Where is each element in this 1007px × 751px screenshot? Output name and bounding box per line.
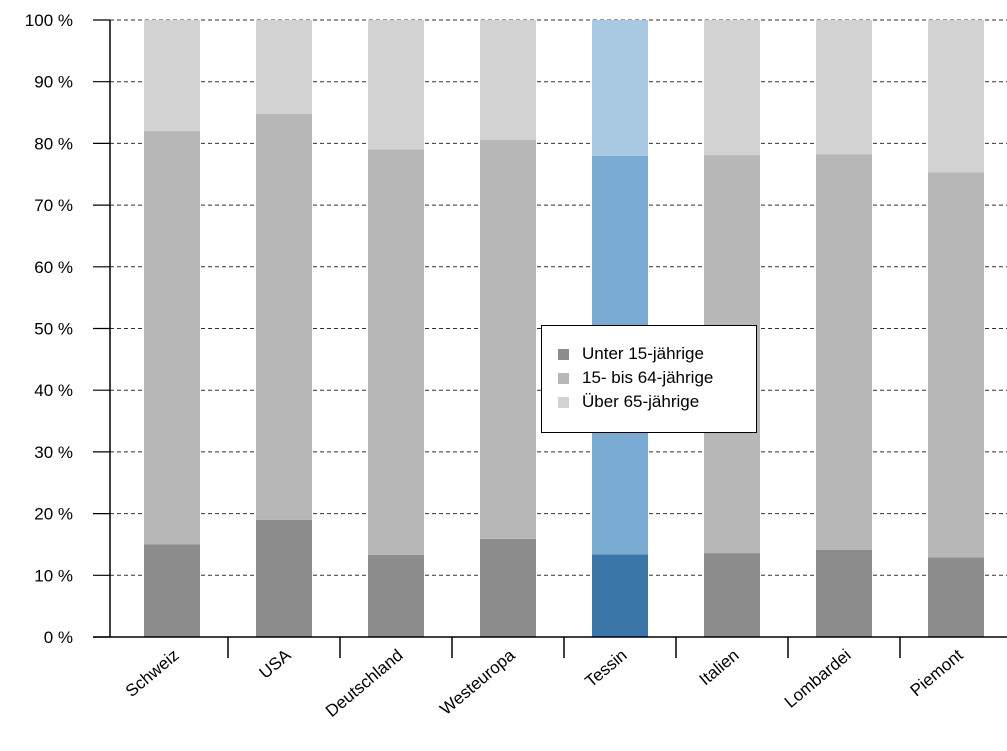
legend-swatch-15-64 bbox=[558, 372, 569, 384]
bar-segment bbox=[256, 113, 312, 520]
x-tick-label: USA bbox=[256, 645, 295, 682]
legend: Unter 15-jährige 15- bis 64-jährige Über… bbox=[541, 325, 757, 433]
y-tick-label: 90 % bbox=[34, 73, 73, 92]
x-tick-label: Schweiz bbox=[122, 646, 183, 701]
y-tick-label: 70 % bbox=[34, 196, 73, 215]
y-tick-label: 0 % bbox=[44, 628, 73, 647]
x-tick-label: Westeuropa bbox=[436, 645, 519, 719]
x-tick-label: Piemont bbox=[907, 645, 967, 700]
x-tick-label: Tessin bbox=[581, 646, 630, 692]
y-tick-labels: 0 % 10 % 20 % 30 % 40 % 50 % 60 % 70 % 80 % 90 % 1… bbox=[25, 11, 73, 647]
bar-segment bbox=[256, 519, 312, 637]
x-tick-label: Deutschland bbox=[322, 646, 407, 721]
legend-swatch-under-15 bbox=[558, 348, 569, 360]
y-tick-label: 40 % bbox=[34, 381, 73, 400]
bar-segment bbox=[816, 20, 872, 155]
bar-segment bbox=[480, 20, 536, 140]
y-tick-label: 50 % bbox=[34, 320, 73, 339]
bars bbox=[144, 20, 984, 637]
bar-segment bbox=[144, 544, 200, 637]
bar-segment bbox=[704, 20, 760, 156]
x-tick-label: Lombardei bbox=[781, 646, 855, 712]
bar-segment bbox=[928, 557, 984, 637]
bar-segment bbox=[368, 149, 424, 555]
bar-segment bbox=[480, 139, 536, 539]
bar-segment bbox=[144, 131, 200, 545]
bar-segment bbox=[368, 20, 424, 150]
bar-segment bbox=[816, 154, 872, 551]
bar-segment bbox=[144, 20, 200, 132]
bar-segment bbox=[256, 20, 312, 114]
legend-item: Unter 15-jährige bbox=[558, 342, 756, 366]
legend-label-15-64: 15- bis 64-jährige bbox=[582, 368, 714, 387]
y-tick-label: 30 % bbox=[34, 443, 73, 462]
y-tick-label: 10 % bbox=[34, 566, 73, 585]
bar-segment bbox=[704, 553, 760, 637]
bar-segment bbox=[928, 20, 984, 173]
y-tick-label: 60 % bbox=[34, 258, 73, 277]
y-tick-label: 100 % bbox=[25, 11, 73, 30]
bar-segment bbox=[592, 554, 648, 637]
bar-segment bbox=[368, 554, 424, 637]
legend-label-over-65: Über 65-jährige bbox=[582, 392, 700, 411]
y-tick-label: 20 % bbox=[34, 505, 73, 524]
x-tick-labels: Schweiz USA Deutschland Westeuropa Tessin Ita… bbox=[122, 645, 967, 721]
bar-segment bbox=[816, 550, 872, 637]
x-tick-label: Italien bbox=[696, 646, 743, 690]
legend-item: Über 65-jährige bbox=[558, 390, 756, 414]
bar-segment bbox=[928, 172, 984, 558]
bar-segment bbox=[592, 20, 648, 156]
legend-label-under-15: Unter 15-jährige bbox=[582, 344, 704, 363]
y-tick-label: 80 % bbox=[34, 134, 73, 153]
bar-segment bbox=[480, 538, 536, 637]
axes bbox=[93, 20, 1007, 658]
legend-item: 15- bis 64-jährige bbox=[558, 366, 756, 390]
legend-swatch-over-65 bbox=[558, 396, 569, 408]
